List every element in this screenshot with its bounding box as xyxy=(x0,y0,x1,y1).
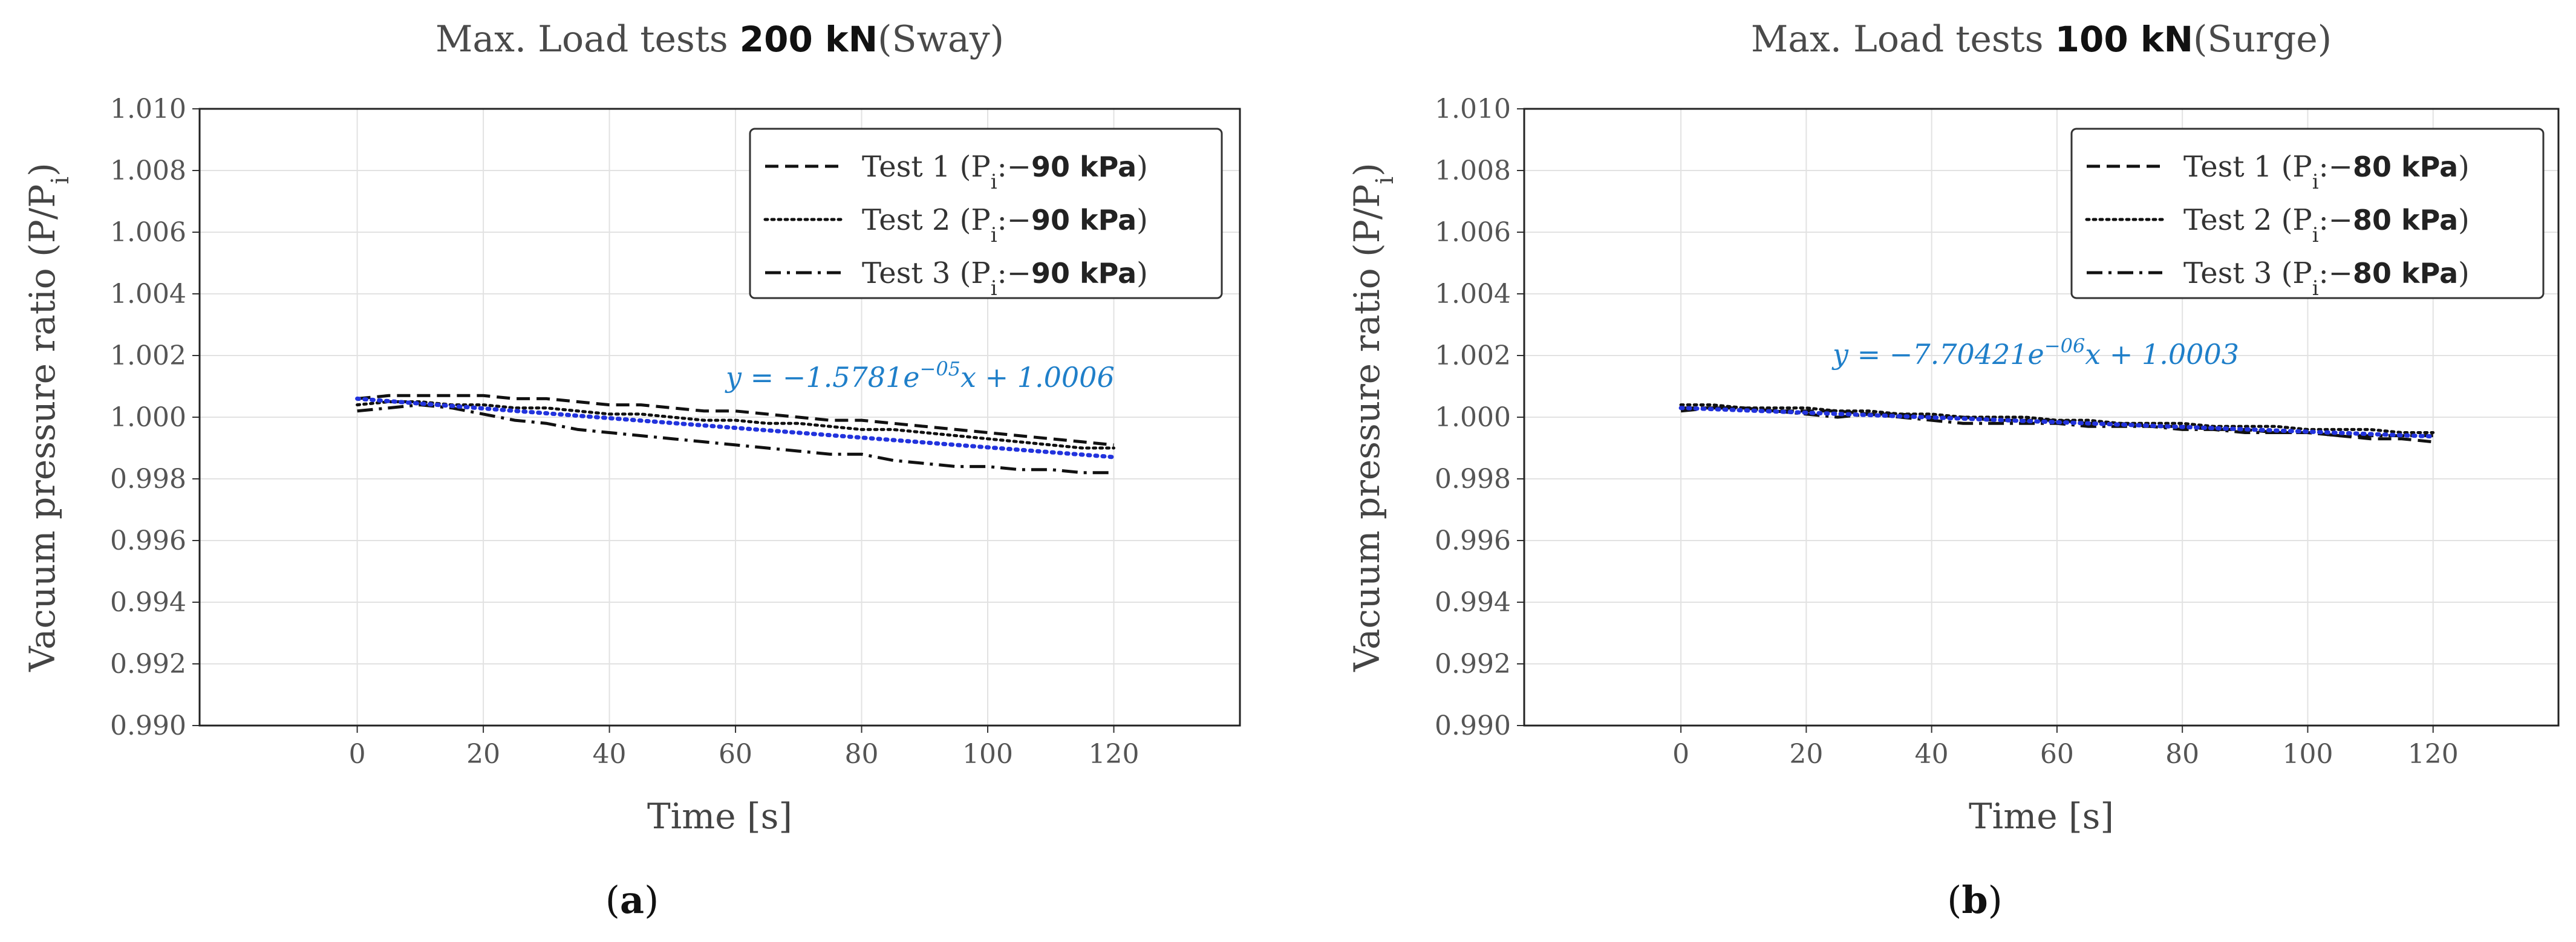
panel-a-series-2-line xyxy=(356,400,1115,450)
panel-a-series-3-line xyxy=(357,403,1114,475)
panel-a-y-tick-label: 1.008 xyxy=(110,155,186,186)
panel-b-plot-frame xyxy=(1523,108,2560,727)
panel-b-x-tick-label: 100 xyxy=(2282,739,2333,770)
panel-b-x-tick-label: 40 xyxy=(1915,739,1949,770)
panel-b-x-tick-label: 120 xyxy=(2408,739,2459,770)
panel-b-y-tick-label: 1.008 xyxy=(1435,155,1511,186)
panel-b-legend-label-2: Test 2 (Pi:−80 kPa) xyxy=(2183,203,2470,247)
panel-a-y-tick-label: 0.992 xyxy=(110,649,186,680)
panel-b-y-tick-label: 1.006 xyxy=(1435,217,1511,248)
panel-a-x-tick-label: 60 xyxy=(719,739,752,770)
panel-a-legend-label-1: Test 1 (Pi:−90 kPa) xyxy=(862,150,1148,194)
panel-b-y-tick-label: 1.010 xyxy=(1435,94,1511,125)
panel-a-legend-label-3: Test 3 (Pi:−90 kPa) xyxy=(862,256,1148,300)
panel-a-y-tick-label: 1.002 xyxy=(110,340,186,371)
panel-b-legend-label-1: Test 1 (Pi:−80 kPa) xyxy=(2183,150,2470,194)
panel-a-y-axis-label: Vacuum pressure ratio (P/Pi) xyxy=(22,163,74,672)
panel-b-x-tick-label: 60 xyxy=(2040,739,2074,770)
panel-a-fit-line xyxy=(355,396,1117,460)
panel-a-x-tick-label: 100 xyxy=(962,739,1013,770)
panel-b-y-tick-label: 1.000 xyxy=(1435,402,1511,433)
panel-a-x-tick-label: 0 xyxy=(349,739,366,770)
panel-b-title: Max. Load tests 100 kN(Surge) xyxy=(1751,18,2332,60)
panel-a-y-tick-label: 0.990 xyxy=(110,710,186,741)
panel-b-x-tick-label: 0 xyxy=(1672,739,1689,770)
panel-a-y-tick-label: 0.996 xyxy=(110,525,186,556)
panel-b-y-tick-label: 0.992 xyxy=(1435,649,1511,680)
panel-b-y-tick-label: 1.004 xyxy=(1435,279,1511,310)
panel-b-fit-equation: y = −7.70421e−06x + 1.0003 xyxy=(1831,334,2239,371)
panel-b-y-tick-label: 1.002 xyxy=(1435,340,1511,371)
panel-a-legend-label-2: Test 2 (Pi:−90 kPa) xyxy=(862,203,1148,247)
panel-a-y-tick-label: 1.006 xyxy=(110,217,186,248)
panel-a-y-tick-label: 1.000 xyxy=(110,402,186,433)
panel-a-y-tick-label: 0.994 xyxy=(110,587,186,618)
panel-a-title: Max. Load tests 200 kN(Sway) xyxy=(435,18,1004,60)
panel-a-fit-equation: y = −1.5781e−05x + 1.0006 xyxy=(725,357,1115,394)
panel-a-plot-frame xyxy=(198,108,1241,727)
panel-a-x-tick-label: 40 xyxy=(593,739,627,770)
panel-a-series-1-line xyxy=(357,394,1114,447)
panel-b-legend-label-3: Test 3 (Pi:−80 kPa) xyxy=(2183,256,2470,300)
panel-a-y-tick-label: 1.004 xyxy=(110,279,186,310)
panel-a-legend-box xyxy=(749,128,1223,299)
panel-a-x-tick-label: 80 xyxy=(845,739,879,770)
panel-b-y-tick-label: 0.996 xyxy=(1435,525,1511,556)
panel-b-x-tick-label: 80 xyxy=(2165,739,2199,770)
panel-b-legend-box xyxy=(2070,128,2545,299)
panel-a-x-tick-label: 120 xyxy=(1089,739,1140,770)
panel-b-y-axis-label: Vacuum pressure ratio (P/Pi) xyxy=(1346,163,1399,672)
panel-b-x-axis-label: Time [s] xyxy=(1969,796,2114,837)
panel-b-label: (b) xyxy=(1947,878,2003,922)
panel-b-fit-line xyxy=(1678,406,2436,439)
panel-a-x-tick-label: 20 xyxy=(466,739,500,770)
panel-b-y-tick-label: 0.998 xyxy=(1435,464,1511,495)
panel-b-x-tick-label: 20 xyxy=(1789,739,1823,770)
panel-a-x-axis-label: Time [s] xyxy=(647,796,792,837)
panel-a-label: (a) xyxy=(605,878,659,922)
panel-b-series-2-line xyxy=(1679,403,2435,434)
panel-b-y-tick-label: 0.990 xyxy=(1435,710,1511,741)
panel-a-y-tick-label: 1.010 xyxy=(110,94,186,125)
panel-a-y-tick-label: 0.998 xyxy=(110,464,186,495)
panel-b-y-tick-label: 0.994 xyxy=(1435,587,1511,618)
